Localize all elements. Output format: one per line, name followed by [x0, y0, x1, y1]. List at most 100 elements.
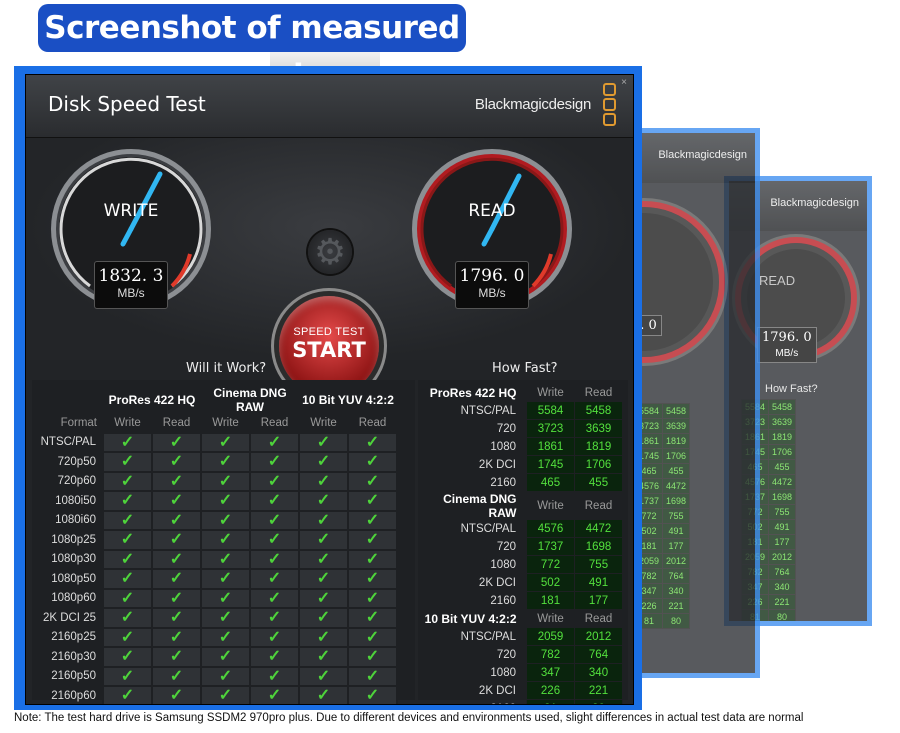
ghost-read-label: READ — [759, 273, 796, 288]
resolution-label: 2K DCI — [478, 576, 516, 589]
check-icon: ✓ — [298, 548, 349, 570]
write-value: 1832. 3 — [98, 266, 164, 286]
check-icon: ✓ — [200, 665, 251, 687]
write-fps: 1861 — [526, 437, 575, 456]
write-fps: 782 — [526, 645, 575, 664]
speed-row: 1080 347 340 — [418, 663, 623, 682]
check-icon: ✓ — [298, 509, 349, 531]
check-icon: ✓ — [298, 685, 349, 704]
check-icon: ✓ — [347, 568, 398, 590]
read-header: Read — [584, 386, 613, 399]
read-fps: 1698 — [574, 537, 623, 556]
start-button[interactable]: SPEED TEST START — [279, 296, 379, 396]
check-icon: ✓ — [151, 568, 202, 590]
check-icon: ✓ — [347, 509, 398, 531]
resolution-label: 720 — [496, 540, 516, 553]
format-label: 720p60 — [57, 475, 96, 488]
write-fps: 5584 — [526, 401, 575, 420]
speed-row: NTSC/PAL 4576 4472 — [418, 519, 623, 538]
write-header: Write — [537, 386, 564, 399]
check-icon: ✓ — [200, 470, 251, 492]
footnote: Note: The test hard drive is Samsung SSD… — [14, 712, 804, 724]
check-icon: ✓ — [151, 490, 202, 512]
resolution-label: 2160 — [418, 700, 527, 705]
check-icon: ✓ — [249, 548, 300, 570]
ghost-read-value: 1796. 0 MB/s — [757, 327, 817, 363]
check-icon: ✓ — [347, 490, 398, 512]
speed-row: 2K DCI 1745 1706 — [418, 455, 623, 474]
check-icon: ✓ — [249, 431, 300, 453]
write-fps: 4576 — [526, 519, 575, 538]
how-fast-title: How Fast? — [492, 361, 558, 376]
write-header: Write — [537, 612, 564, 625]
format-row: 2K DCI 25 ✓ ✓ ✓ ✓ ✓ ✓ — [32, 607, 398, 629]
group-header: ProRes 422 HQ — [108, 393, 196, 407]
check-icon: ✓ — [151, 529, 202, 551]
check-icon: ✓ — [347, 431, 398, 453]
resolution-label: 2160 — [490, 594, 516, 607]
check-icon: ✓ — [298, 607, 349, 629]
check-icon: ✓ — [347, 529, 398, 551]
group-header: 10 Bit YUV 4:2:2 — [302, 393, 394, 407]
read-fps: 4472 — [574, 519, 623, 538]
write-fps: 1745 — [526, 455, 575, 474]
speed-row: NTSC/PAL 5584 5458 — [418, 401, 623, 420]
read-value: 1796. 0 — [459, 266, 525, 286]
format-row: 2160p60 ✓ ✓ ✓ ✓ ✓ ✓ — [32, 685, 398, 704]
write-fps: 502 — [526, 573, 575, 592]
write-fps: 226 — [526, 681, 575, 700]
format-row: 1080i60 ✓ ✓ ✓ ✓ ✓ ✓ — [32, 509, 398, 531]
check-icon: ✓ — [298, 529, 349, 551]
check-icon: ✓ — [249, 568, 300, 590]
check-icon: ✓ — [249, 509, 300, 531]
read-fps: 1819 — [574, 437, 623, 456]
check-icon: ✓ — [102, 626, 153, 648]
check-icon: ✓ — [102, 607, 153, 629]
read-header: Read — [358, 416, 387, 429]
speed-row: 1080 772 755 — [418, 555, 623, 574]
format-row: 1080p25 ✓ ✓ ✓ ✓ ✓ ✓ — [32, 529, 398, 551]
write-header: Write — [212, 416, 239, 429]
format-header: Format — [60, 417, 97, 430]
check-icon: ✓ — [200, 607, 251, 629]
format-label: 720p50 — [57, 455, 96, 468]
check-icon: ✓ — [249, 685, 300, 704]
check-icon: ✓ — [151, 470, 202, 492]
check-icon: ✓ — [151, 431, 202, 453]
check-icon: ✓ — [200, 529, 251, 551]
format-row: 1080p50 ✓ ✓ ✓ ✓ ✓ ✓ — [32, 568, 398, 590]
check-icon: ✓ — [102, 529, 153, 551]
speed-row: 2160 181 177 — [418, 591, 623, 610]
format-label: 1080p25 — [51, 533, 96, 546]
check-icon: ✓ — [347, 548, 398, 570]
read-gauge: READ 1796. 0 MB/s — [409, 146, 575, 312]
write-fps: 347 — [526, 663, 575, 682]
check-icon: ✓ — [298, 587, 349, 609]
check-icon: ✓ — [249, 451, 300, 473]
read-fps: 491 — [574, 573, 623, 592]
resolution-label: 2K DCI — [478, 458, 516, 471]
check-icon: ✓ — [200, 626, 251, 648]
check-icon: ✓ — [298, 646, 349, 668]
read-fps: 80 — [574, 699, 623, 704]
write-unit: MB/s — [117, 286, 145, 300]
check-icon: ✓ — [200, 587, 251, 609]
read-readout: 1796. 0 MB/s — [455, 261, 529, 309]
format-row: 2160p50 ✓ ✓ ✓ ✓ ✓ ✓ — [32, 665, 398, 687]
check-icon: ✓ — [102, 431, 153, 453]
speed-row: 720 782 764 — [418, 645, 623, 664]
group-name: Cinema DNG RAW — [443, 491, 517, 520]
resolution-label: 720 — [496, 648, 516, 661]
check-icon: ✓ — [249, 490, 300, 512]
group-header-row: ProRes 422 HQ Write Read — [418, 384, 623, 402]
start-button-label: START — [292, 338, 366, 362]
read-fps: 177 — [574, 591, 623, 610]
brand-name: Blackmagicdesign — [474, 96, 591, 113]
close-icon[interactable]: × — [621, 77, 627, 88]
check-icon: ✓ — [347, 470, 398, 492]
resolution-label: 1080 — [490, 440, 516, 453]
check-icon: ✓ — [102, 665, 153, 687]
read-label: READ — [468, 201, 516, 221]
resolution-label: 1080 — [490, 558, 516, 571]
settings-gear-icon[interactable]: ⚙ — [308, 230, 352, 274]
